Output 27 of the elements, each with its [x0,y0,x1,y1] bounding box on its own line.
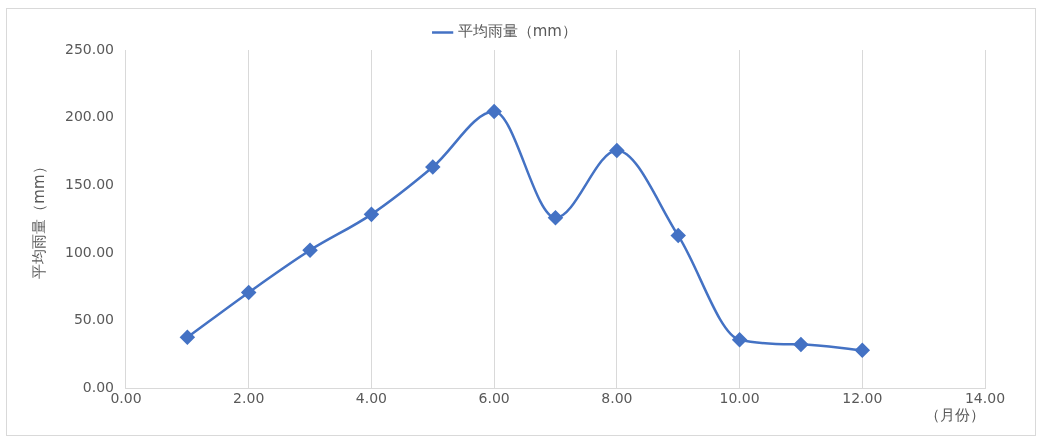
point [364,207,379,222]
x-tick-label: 10.00 [719,390,760,407]
point [670,228,686,243]
x-tick-label: 4.00 [355,390,387,407]
point [793,337,809,352]
y-tick-label: 200.00 [64,108,114,125]
x-tick-label: 6.00 [478,390,510,407]
point [486,104,502,119]
y-tick-label: 250.00 [64,40,114,57]
y-axis-title: 平均雨量（mm） [29,159,48,279]
point [732,332,747,348]
point [302,242,318,258]
y-tick-label: 50.00 [73,311,114,328]
x-tick-label: 12.00 [842,390,883,407]
point [609,143,625,158]
legend-label: 平均雨量（mm） [457,22,577,41]
point [180,330,195,345]
x-tick-label: 14.00 [964,390,1006,407]
y-tick-label: 150.00 [64,175,114,192]
point [241,285,256,300]
x-axis-title: （月份） [925,405,985,424]
point [855,343,870,358]
y-tick-label: 100.00 [64,243,114,260]
x-tick-label: 8.00 [601,390,633,407]
x-tick-label: 2.00 [233,390,265,407]
point [548,210,563,225]
point [425,159,441,175]
